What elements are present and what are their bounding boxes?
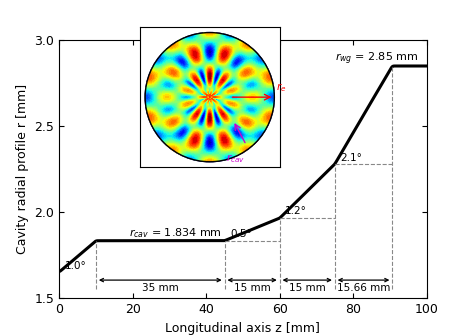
Text: 35 mm: 35 mm <box>142 283 179 293</box>
Text: 0.5°: 0.5° <box>230 229 252 239</box>
Text: 1.2°: 1.2° <box>285 206 307 216</box>
Text: 15 mm: 15 mm <box>289 283 326 293</box>
Text: $r_{cav}$ = 1.834 mm: $r_{cav}$ = 1.834 mm <box>129 226 222 241</box>
X-axis label: Longitudinal axis z [mm]: Longitudinal axis z [mm] <box>165 322 320 335</box>
Text: 1.0°: 1.0° <box>65 261 87 271</box>
Text: 15 mm: 15 mm <box>234 283 271 293</box>
Text: 15.66 mm: 15.66 mm <box>337 283 390 293</box>
Y-axis label: Cavity radial profile r [mm]: Cavity radial profile r [mm] <box>16 84 29 254</box>
Text: $r_{wg}$ = 2.85 mm: $r_{wg}$ = 2.85 mm <box>335 51 418 67</box>
Circle shape <box>145 32 274 162</box>
Text: $r_{cav}$: $r_{cav}$ <box>226 152 245 164</box>
Text: 2.1°: 2.1° <box>340 153 362 163</box>
Text: $r_e$: $r_e$ <box>276 82 287 94</box>
